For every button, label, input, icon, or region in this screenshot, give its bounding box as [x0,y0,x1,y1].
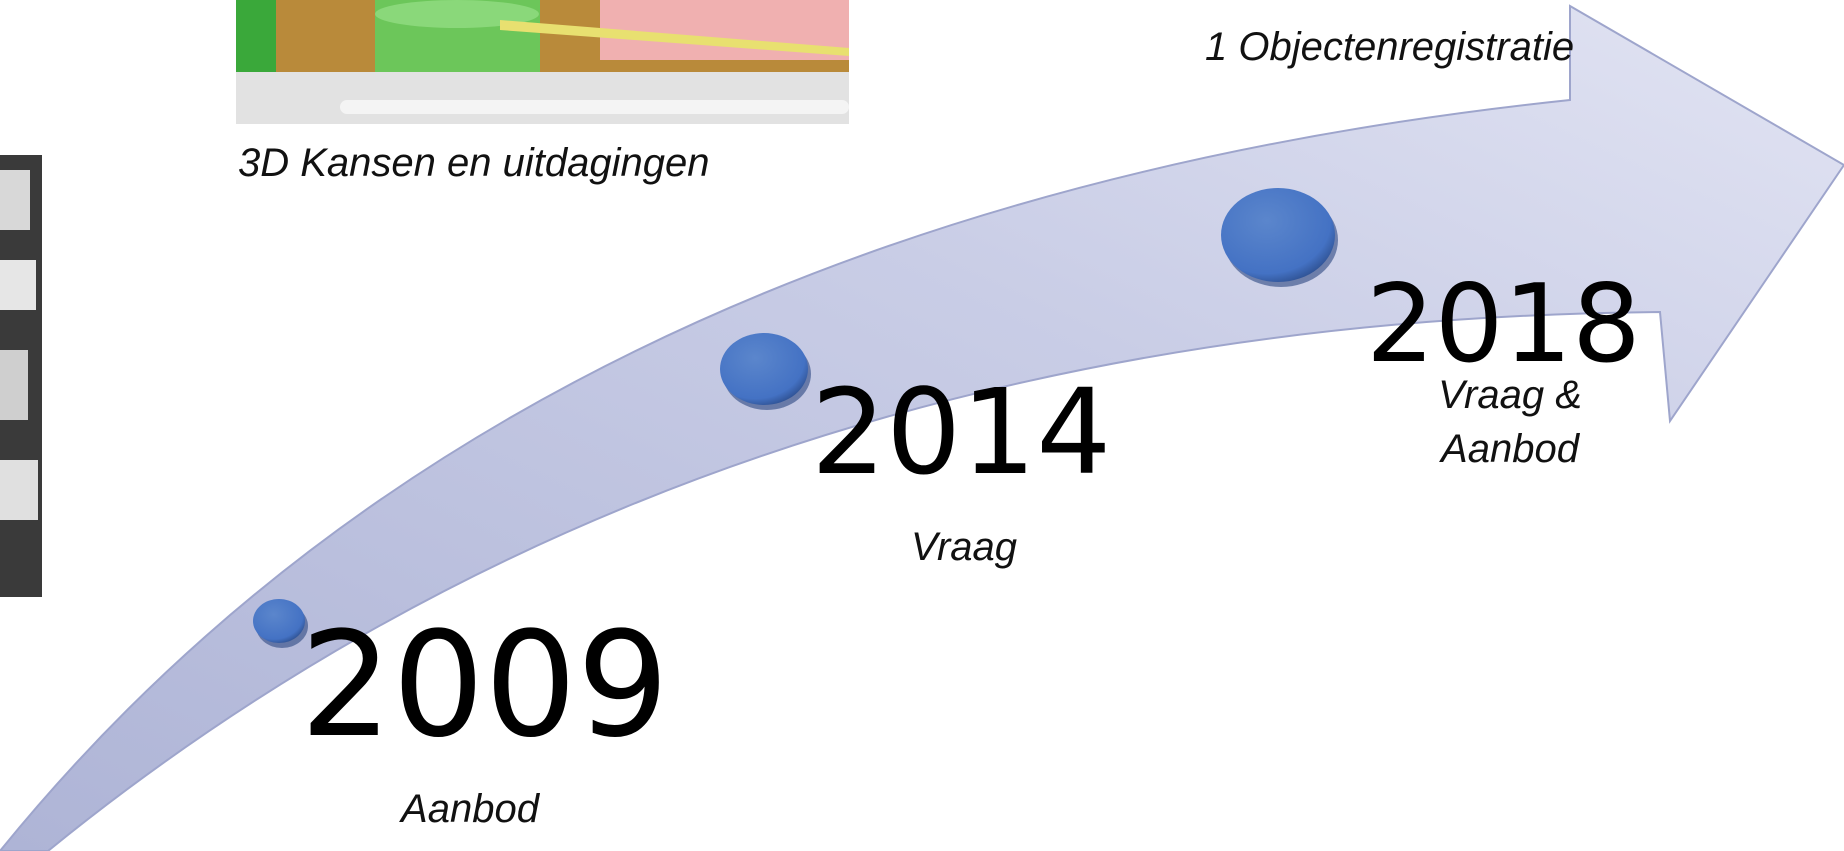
milestone-year: 2018 [1366,262,1641,387]
caption: 1 Objectenregistratie [1205,25,1574,69]
top-image [236,0,849,124]
milestone-year: 2009 [300,601,669,770]
milestone-dot [253,599,305,643]
milestone-dot [1221,188,1335,282]
milestone-label: Vraag [911,525,1017,569]
milestone-year: 2014 [811,363,1111,501]
caption: 3D Kansen en uitdagingen [238,141,709,185]
milestone-label: Vraag & [1438,373,1582,417]
milestone-label: Aanbod [399,787,541,831]
milestone-dot [720,333,808,405]
left-image [0,155,42,597]
milestone-label: Aanbod [1439,427,1581,471]
timeline-arrow [0,4,1844,851]
